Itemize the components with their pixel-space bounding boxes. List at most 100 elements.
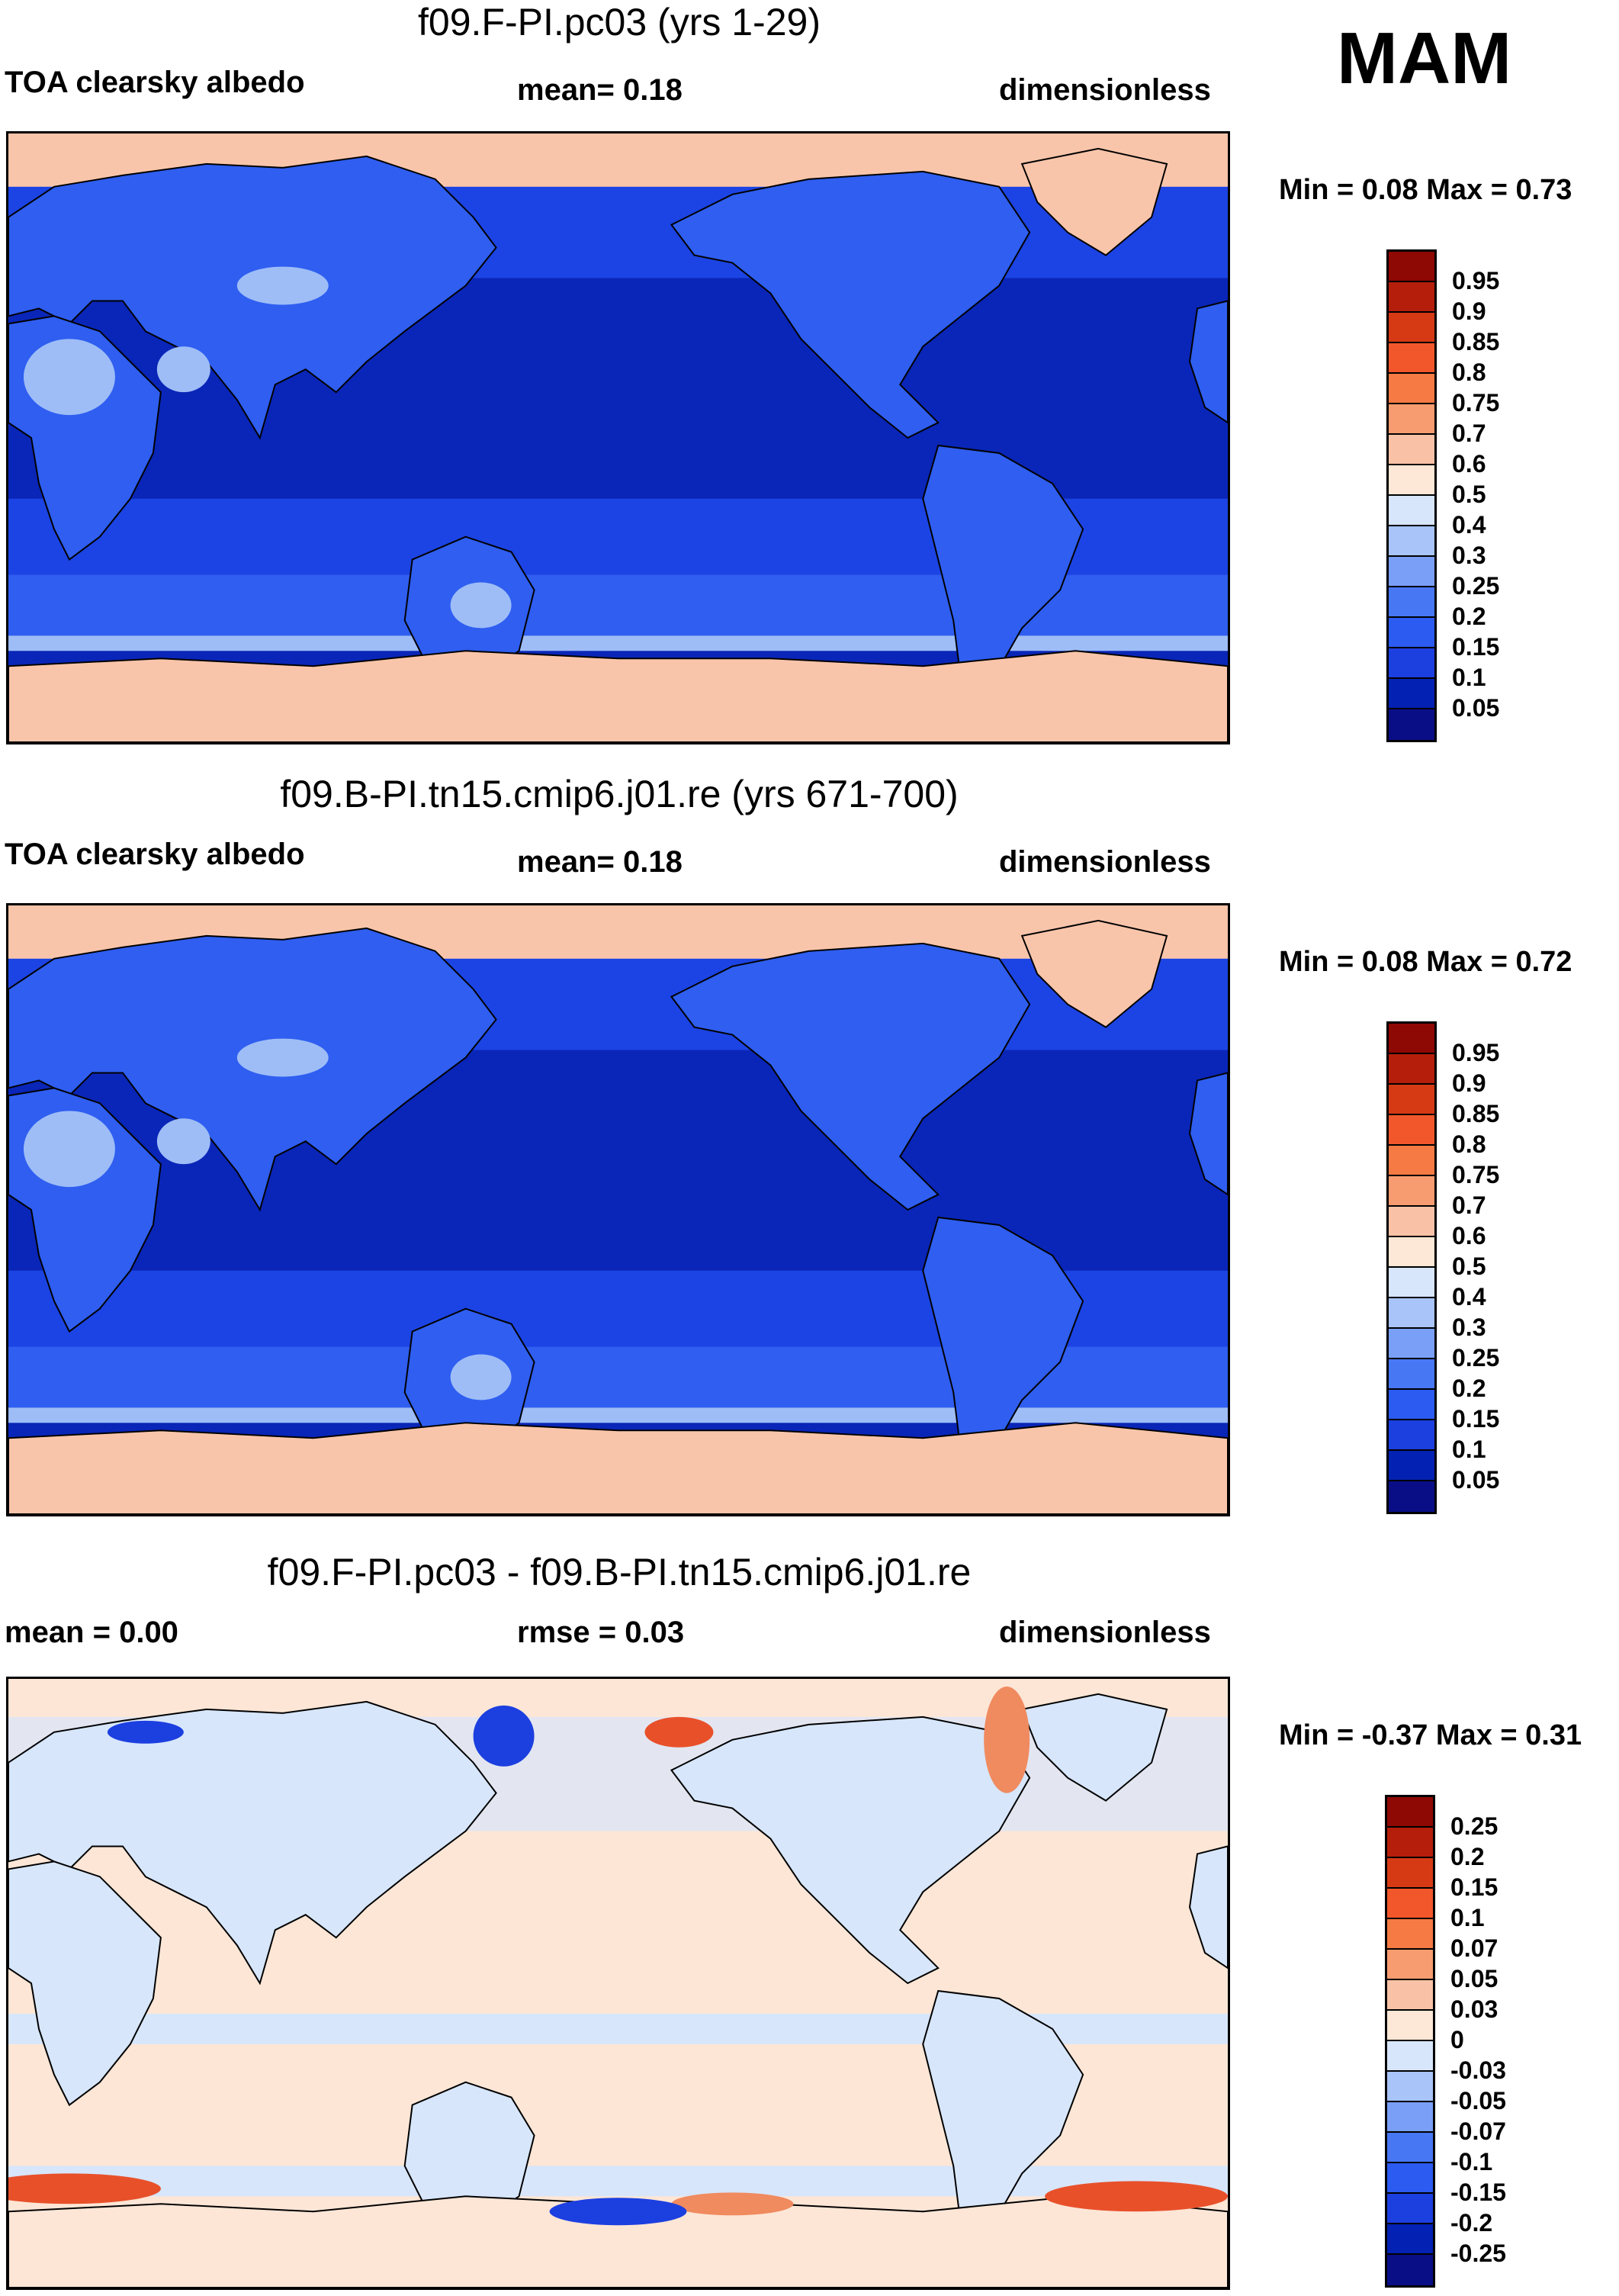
panel-2-mean-label: mean= 0.18 bbox=[517, 845, 683, 879]
colorbar-swatch bbox=[1389, 1481, 1434, 1512]
colorbar-swatch bbox=[1389, 435, 1434, 465]
colorbar-swatch bbox=[1387, 2102, 1433, 2133]
panel-1-map bbox=[6, 131, 1230, 744]
colorbar-swatch bbox=[1389, 526, 1434, 557]
panel-1-units-label: dimensionless bbox=[999, 73, 1211, 107]
desert-albedo-sahara bbox=[23, 339, 115, 416]
colorbar-swatch bbox=[1389, 1359, 1434, 1390]
colorbar-swatch bbox=[1389, 1024, 1434, 1054]
colorbar-swatch bbox=[1389, 709, 1434, 740]
diff-neg-southern bbox=[549, 2198, 687, 2226]
sea-ice-edge bbox=[8, 1407, 1228, 1423]
colorbar-swatch bbox=[1387, 2041, 1433, 2072]
colorbar-swatch bbox=[1389, 1451, 1434, 1481]
colorbar-swatch bbox=[1387, 2011, 1433, 2041]
diff-pos-southern-east bbox=[1045, 2181, 1228, 2212]
panel-2-map bbox=[6, 903, 1230, 1516]
colorbar-tick-label: 0.1 bbox=[1452, 664, 1486, 691]
colorbar-tick-label: 0.9 bbox=[1452, 297, 1486, 325]
colorbar-swatch bbox=[1387, 1919, 1433, 1950]
colorbar-swatches bbox=[1386, 249, 1437, 742]
colorbar-swatch bbox=[1389, 587, 1434, 618]
colorbar-tick-label: 0.05 bbox=[1452, 1466, 1500, 1494]
panel-3-mean-label: mean = 0.00 bbox=[5, 1616, 178, 1649]
colorbar-tick-label: 0.2 bbox=[1450, 1843, 1485, 1870]
desert-albedo-arabia bbox=[156, 346, 210, 393]
panel-1-title: f09.F-PI.pc03 (yrs 1-29) bbox=[418, 1, 821, 43]
colorbar-swatch bbox=[1387, 1889, 1433, 1919]
diff-neg-north bbox=[107, 1720, 184, 1744]
colorbar-swatch bbox=[1387, 2224, 1433, 2255]
colorbar-tick-label: 0.4 bbox=[1452, 1283, 1486, 1310]
colorbar-swatch bbox=[1387, 1797, 1433, 1828]
continent-north-america bbox=[670, 1716, 1031, 1985]
colorbar-swatch bbox=[1387, 1858, 1433, 1889]
continent-north-america bbox=[670, 942, 1031, 1211]
colorbar-tick-label: 0.5 bbox=[1452, 1253, 1486, 1280]
colorbar-swatch bbox=[1387, 1950, 1433, 1980]
colorbar-tick-label: 0.15 bbox=[1452, 1405, 1500, 1433]
colorbar-swatch bbox=[1389, 557, 1434, 587]
colorbar-tick-label: 0.25 bbox=[1452, 572, 1500, 600]
colorbar-swatch bbox=[1389, 1207, 1434, 1237]
colorbar-swatch bbox=[1387, 2163, 1433, 2194]
colorbar-swatch bbox=[1389, 1146, 1434, 1176]
colorbar-swatches bbox=[1386, 1021, 1437, 1514]
continent-north-america bbox=[670, 170, 1031, 439]
colorbar-tick-label: 0.7 bbox=[1452, 1191, 1486, 1219]
colorbar-swatch bbox=[1389, 618, 1434, 648]
colorbar-tick-label: 0.95 bbox=[1452, 1039, 1500, 1066]
continent-west-africa-right bbox=[1189, 1072, 1228, 1196]
colorbar-tick-label: 0.9 bbox=[1452, 1069, 1486, 1097]
colorbar-tick-label: 0.3 bbox=[1452, 542, 1486, 569]
diff-pos-labrador bbox=[984, 1686, 1030, 1793]
continent-antarctica bbox=[8, 2195, 1228, 2288]
panel-3-units-label: dimensionless bbox=[999, 1616, 1211, 1649]
panel-3-minmax: Min = -0.37 Max = 0.31 bbox=[1279, 1719, 1582, 1751]
continent-antarctica bbox=[8, 1422, 1228, 1514]
colorbar-tick-label: -0.03 bbox=[1450, 2056, 1506, 2084]
colorbar-swatch bbox=[1389, 1298, 1434, 1329]
colorbar-swatch bbox=[1389, 679, 1434, 709]
desert-albedo-arabia bbox=[156, 1118, 210, 1165]
colorbar-tick-label: 0.6 bbox=[1452, 450, 1486, 478]
colorbar-tick-label: 0.25 bbox=[1452, 1344, 1500, 1371]
continent-west-africa-right bbox=[1189, 1845, 1228, 1970]
colorbar-tick-label: -0.2 bbox=[1450, 2209, 1493, 2237]
continent-greenland bbox=[1020, 1693, 1168, 1802]
desert-albedo-asia bbox=[236, 266, 329, 305]
colorbar-tick-label: 0.85 bbox=[1452, 328, 1500, 355]
colorbar-swatch bbox=[1389, 1237, 1434, 1268]
colorbar-tick-label: 0 bbox=[1450, 2026, 1464, 2053]
colorbar-swatch bbox=[1389, 1115, 1434, 1146]
colorbar-swatch bbox=[1387, 1980, 1433, 2011]
season-label: MAM bbox=[1337, 18, 1512, 99]
colorbar-tick-label: 0.25 bbox=[1450, 1812, 1499, 1840]
colorbar-swatch bbox=[1389, 374, 1434, 404]
colorbar-tick-label: 0.15 bbox=[1450, 1873, 1499, 1901]
colorbar-swatch bbox=[1389, 343, 1434, 374]
colorbar-tick-label: 0.2 bbox=[1452, 1375, 1486, 1402]
panel-3-title: f09.F-PI.pc03 - f09.B-PI.tn15.cmip6.j01.… bbox=[267, 1551, 972, 1593]
panel-2-variable-label: TOA clearsky albedo bbox=[5, 838, 305, 871]
diff-band-southern bbox=[8, 2166, 1228, 2197]
colorbar-swatch bbox=[1387, 2072, 1433, 2102]
colorbar-swatch bbox=[1389, 1085, 1434, 1115]
colorbar-swatch bbox=[1389, 282, 1434, 313]
continent-africa bbox=[8, 1860, 162, 2107]
colorbar-swatches bbox=[1385, 1795, 1435, 2288]
colorbar-swatch bbox=[1389, 252, 1434, 282]
colorbar-tick-label: 0.8 bbox=[1452, 359, 1486, 386]
colorbar-swatch bbox=[1387, 2194, 1433, 2224]
continent-australia bbox=[403, 2081, 535, 2228]
colorbar-tick-label: 0.85 bbox=[1452, 1100, 1500, 1127]
colorbar-tick-label: 0.3 bbox=[1452, 1314, 1486, 1341]
colorbar-tick-label: 0.03 bbox=[1450, 1995, 1499, 2023]
diff-pos-southern-mid bbox=[671, 2192, 794, 2216]
colorbar-tick-label: 0.4 bbox=[1452, 511, 1486, 539]
panel-1-variable-label: TOA clearsky albedo bbox=[5, 66, 305, 99]
continent-west-africa-right bbox=[1189, 300, 1228, 424]
diff-neg-kamchatka bbox=[473, 1705, 535, 1767]
colorbar-tick-label: 0.75 bbox=[1452, 389, 1500, 416]
continent-greenland bbox=[1020, 919, 1168, 1028]
